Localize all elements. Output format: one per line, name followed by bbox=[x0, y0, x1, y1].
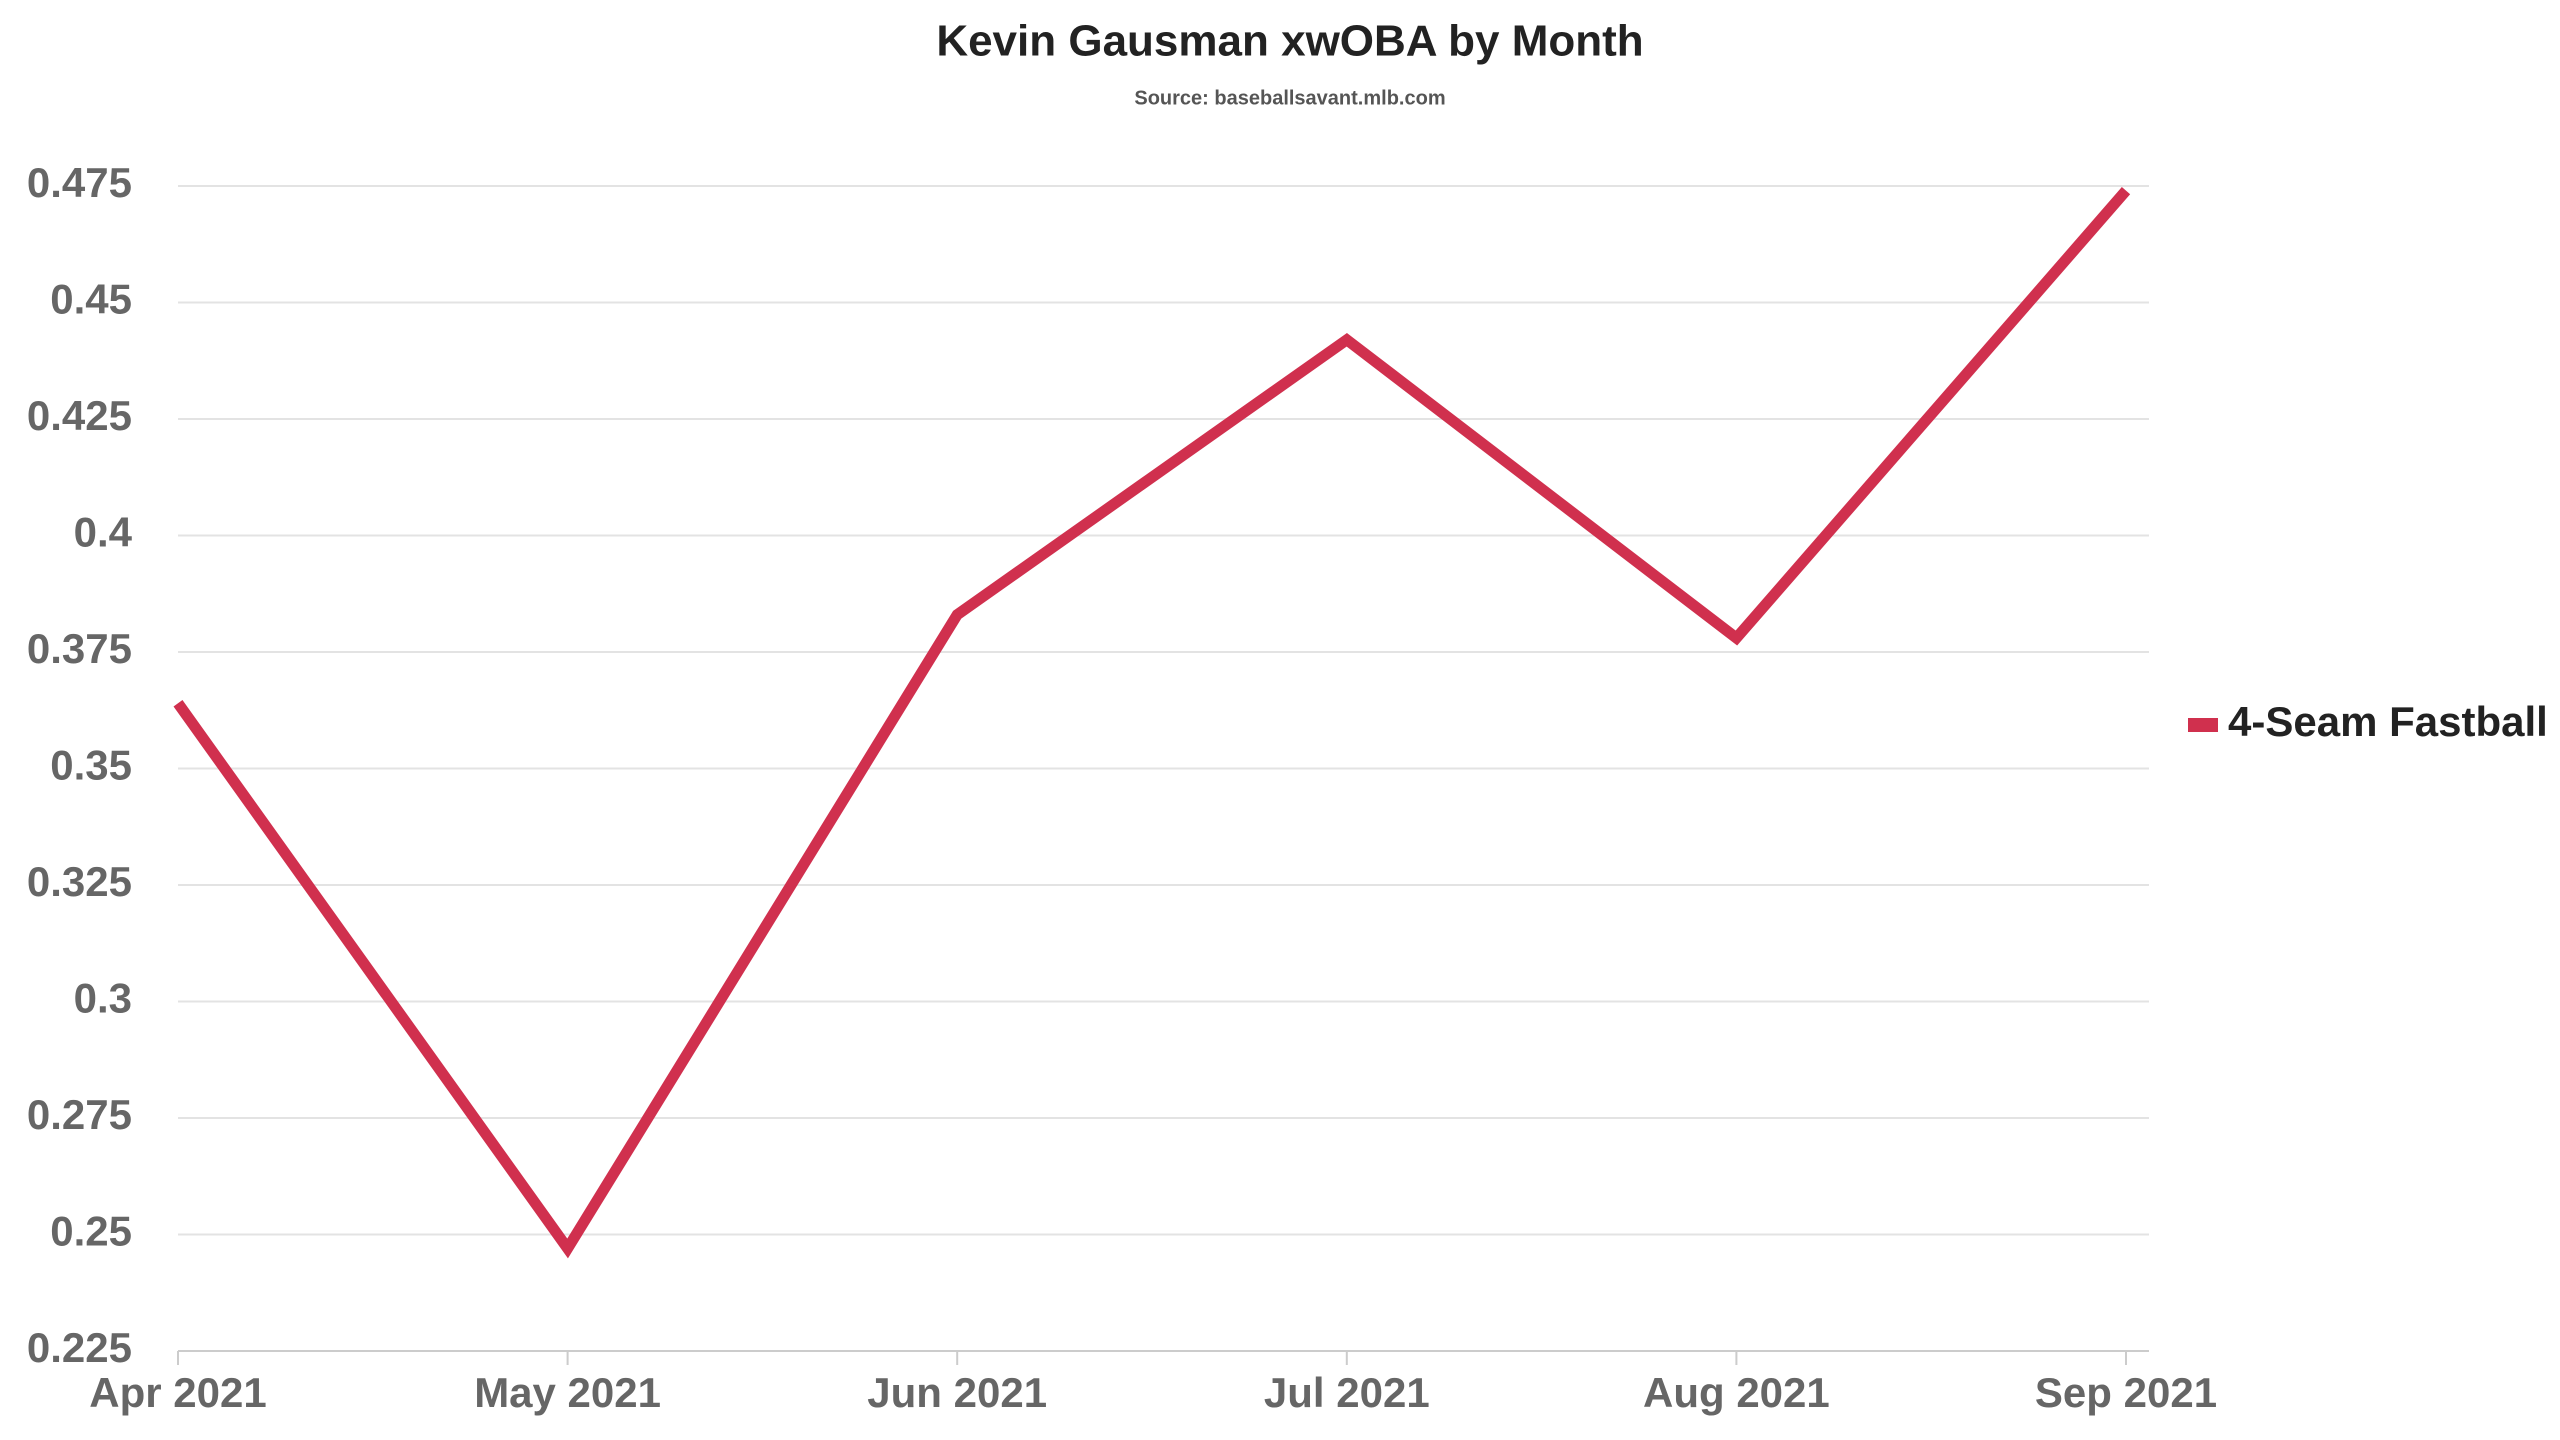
x-tick-label: Jul 2021 bbox=[1264, 1369, 1430, 1416]
line bbox=[173, 187, 2131, 1259]
x-tick-label: Sep 2021 bbox=[2035, 1369, 2217, 1416]
y-tick-label: 0.275 bbox=[27, 1091, 132, 1138]
x-tick-label: Jun 2021 bbox=[867, 1369, 1047, 1416]
chart-title: Kevin Gausman xwOBA by Month bbox=[936, 17, 1643, 66]
y-tick-label: 0.325 bbox=[27, 858, 132, 905]
y-tick-label: 0.25 bbox=[50, 1208, 132, 1255]
y-tick-label: 0.475 bbox=[27, 159, 132, 206]
y-tick-label: 0.4 bbox=[74, 509, 133, 556]
x-tick-label: Aug 2021 bbox=[1643, 1369, 1830, 1416]
y-tick-label: 0.425 bbox=[27, 392, 132, 439]
x-tick-label: Apr 2021 bbox=[89, 1369, 266, 1416]
legend-swatch bbox=[2188, 718, 2218, 732]
y-tick-label: 0.3 bbox=[74, 975, 132, 1022]
x-tick-label: May 2021 bbox=[474, 1369, 661, 1416]
chart-subtitle: Source: baseballsavant.mlb.com bbox=[1134, 87, 1445, 109]
y-tick-label: 0.35 bbox=[50, 742, 132, 789]
y-tick-label: 0.225 bbox=[27, 1324, 132, 1371]
y-tick-label: 0.375 bbox=[27, 625, 132, 672]
legend-label: 4-Seam Fastball bbox=[2228, 698, 2548, 745]
y-tick-label: 0.45 bbox=[50, 276, 132, 323]
